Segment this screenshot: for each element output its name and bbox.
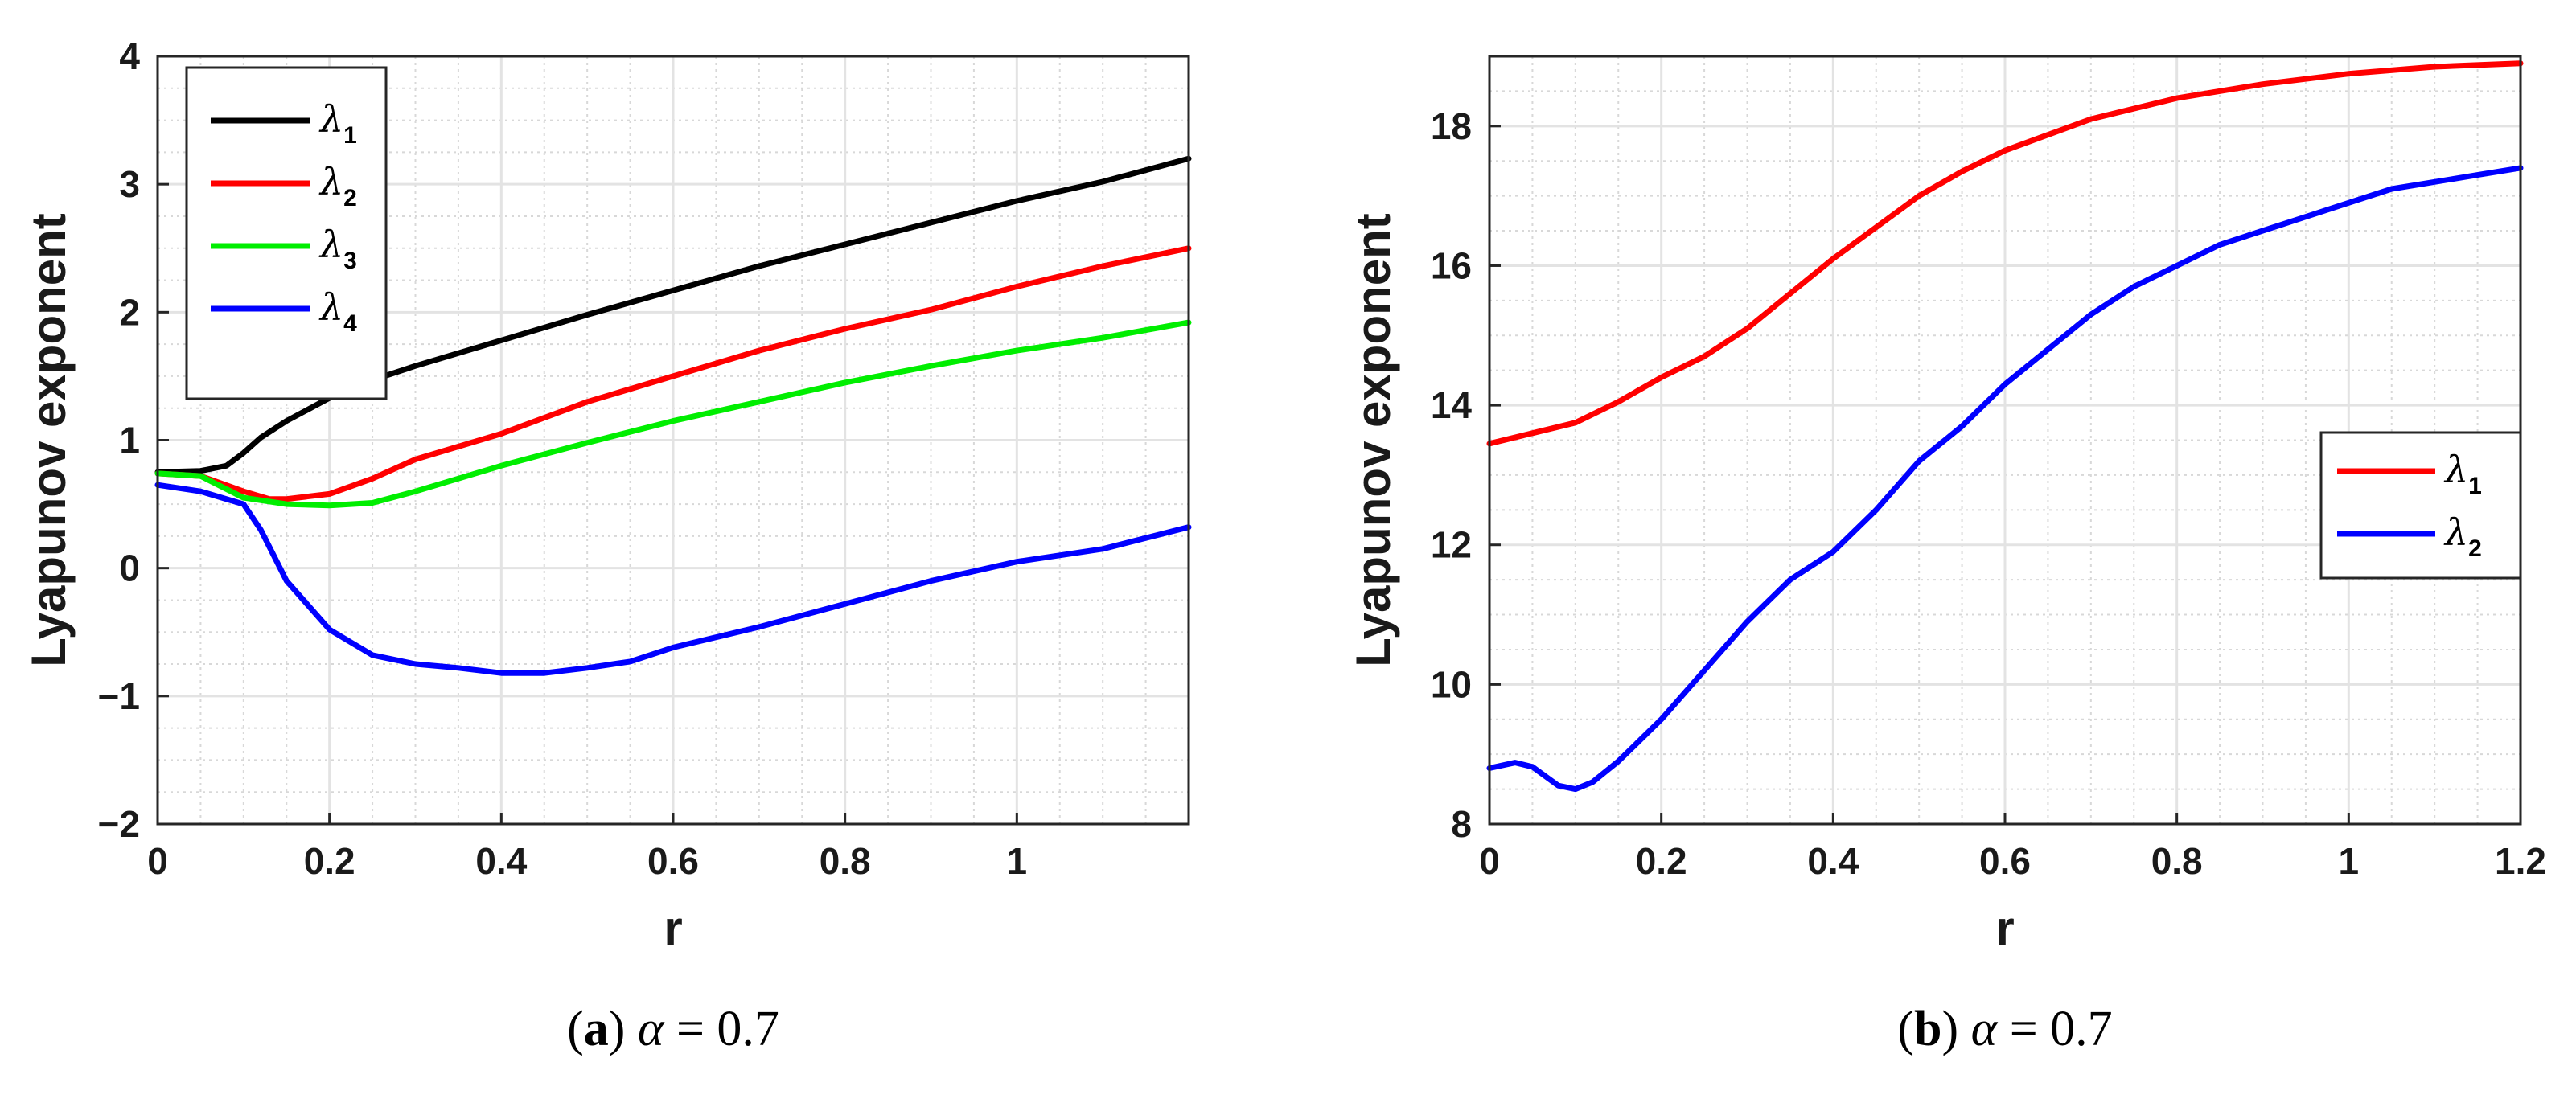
x-tick-label: 1	[2339, 840, 2360, 882]
caption-symbol: α	[1971, 1002, 1999, 1056]
panel-caption: (b) α = 0.7	[1897, 1002, 2112, 1056]
x-tick-label: 1.2	[2495, 840, 2546, 882]
x-tick-label: 0.8	[2151, 840, 2203, 882]
legend-symbol: λ	[318, 160, 343, 203]
legend-label-4: λ4	[318, 285, 357, 337]
x-tick-label: 0.2	[304, 840, 355, 882]
panel-caption: (a) α = 0.7	[567, 1002, 779, 1056]
series-line-2	[1486, 165, 2524, 793]
legend-label-2: λ2	[2443, 510, 2482, 562]
y-tick-label: 8	[1451, 803, 1472, 845]
series-line-2	[154, 245, 1192, 502]
y-tick-label: −2	[98, 803, 140, 845]
x-axis-label: r	[664, 901, 682, 955]
y-tick-label: 18	[1431, 105, 1472, 147]
x-tick-label: 0.6	[1979, 840, 2031, 882]
caption-letter: b	[1914, 1002, 1941, 1056]
y-tick-label: 0	[119, 547, 140, 589]
y-tick-label: 4	[119, 35, 140, 77]
y-tick-label: 16	[1431, 244, 1472, 286]
x-tick-label: 0.4	[1807, 840, 1859, 882]
y-axis-label: Lyapunov exponent	[1346, 213, 1400, 667]
legend-label-1: λ1	[318, 97, 357, 149]
caption-symbol: α	[638, 1002, 665, 1056]
series-line-3	[154, 319, 1192, 509]
legend-label-2: λ2	[318, 160, 357, 211]
y-tick-label: 1	[119, 420, 140, 461]
x-tick-label: 0.8	[820, 840, 871, 882]
y-axis-label: Lyapunov exponent	[22, 213, 76, 667]
caption-letter: a	[584, 1002, 609, 1056]
legend-box	[185, 66, 388, 400]
x-tick-label: 0	[147, 840, 168, 882]
legend-symbol: λ	[318, 97, 343, 141]
y-tick-label: 2	[119, 291, 140, 333]
panel-a: 0 0.2 0.4 0.6 0.8 1 −2 −1 0 1 2 3 4 r Lyapunov exponen…	[22, 35, 1192, 1056]
y-tick-label: 3	[119, 163, 140, 205]
y-tick-label: −1	[98, 675, 140, 717]
legend-label-1: λ1	[2443, 448, 2482, 499]
y-tick-label: 14	[1431, 384, 1473, 426]
x-tick-label: 0.4	[475, 840, 527, 882]
y-tick-label: 10	[1431, 663, 1472, 705]
legend-symbol: λ	[2443, 510, 2468, 554]
x-axis-label: r	[1995, 901, 2014, 955]
caption-value: 0.7	[717, 1002, 779, 1056]
caption-value: 0.7	[2050, 1002, 2113, 1056]
y-tick-label: 12	[1431, 524, 1472, 566]
x-tick-label: 0	[1479, 840, 1500, 882]
legend-subscript: 1	[2468, 473, 2482, 499]
legend-subscript: 3	[343, 248, 357, 274]
legend-subscript: 2	[2468, 535, 2482, 562]
legend-symbol: λ	[318, 285, 343, 329]
series-line-1	[154, 155, 1192, 475]
legend-box	[2319, 431, 2522, 580]
legend-label-3: λ3	[318, 223, 357, 274]
series-line-1	[1486, 60, 2524, 447]
legend-subscript: 4	[343, 310, 357, 337]
series-line-4	[154, 482, 1192, 676]
x-tick-label: 0.6	[647, 840, 699, 882]
legend-symbol: λ	[2443, 448, 2468, 491]
legend-symbol: λ	[318, 223, 343, 266]
x-tick-label: 1	[1007, 840, 1028, 882]
legend-subscript: 1	[343, 122, 357, 149]
x-tick-label: 0.2	[1636, 840, 1687, 882]
legend-subscript: 2	[343, 185, 357, 211]
